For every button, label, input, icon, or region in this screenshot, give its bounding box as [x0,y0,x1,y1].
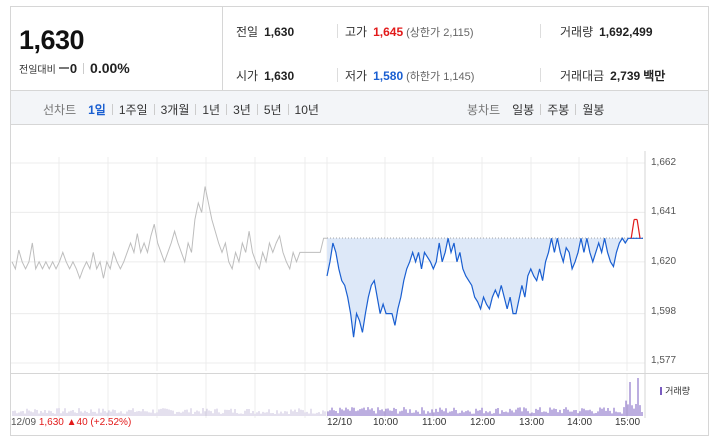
volume-legend: 거래량 [660,384,690,397]
turnover: 거래대금 2,739 백만 [560,69,666,83]
tab-1w[interactable]: 1주일 [118,103,148,117]
prev-day-date: 12/09 [11,417,37,428]
tab-1d[interactable]: 1일 [88,103,106,117]
y-tick-label: 1,662 [651,157,677,168]
divider [540,24,541,38]
price-summary: 1,630 전일대비 0 0.00% 전일 1,630 고가 1,645 (상한가 2… [11,7,708,91]
series-line-prev-day [11,186,327,280]
flat-icon [58,67,69,69]
price-chart-svg [11,151,646,375]
price-chart[interactable]: 1,662 1,641 1,620 1,598 1,577 [11,125,708,375]
tab-5y[interactable]: 5년 [263,103,282,117]
tab-weekly[interactable]: 주봉 [547,103,570,117]
prev-close: 전일 1,630 [236,25,295,39]
candle-chart-tabs: 봉차트 일봉 주봉 월봉 [467,101,604,118]
price-stats: 전일 1,630 고가 1,645 (상한가 2,115) 거래량 1,692,499 … [224,7,708,91]
divider [337,24,338,38]
change-value: 0 [69,60,78,76]
change-percent: 0.00% [90,60,130,76]
low-price: 저가 1,580 (하한가 1,145) [345,69,475,83]
x-tick-label: 14:00 [567,417,593,428]
divider [540,68,541,82]
tab-3m[interactable]: 3개월 [160,103,190,117]
x-tick-label: 12:00 [470,417,496,428]
x-tick-label: 13:00 [519,417,545,428]
volume-chart-svg [12,374,646,418]
prev-day-summary: 12/09 1,630 ▲40 (+2.52%) [11,417,131,428]
y-tick-label: 1,577 [651,355,677,366]
prev-day-change: ▲40 (+2.52%) [66,417,132,428]
volume: 거래량 1,692,499 [560,25,653,39]
change-label: 전일대비 [19,64,56,76]
change-row: 전일대비 0 0.00% [19,60,130,76]
stock-widget: 1,630 전일대비 0 0.00% 전일 1,630 고가 1,645 (상한가 2… [10,6,709,436]
series-line-today-up [630,219,635,239]
current-price: 1,630 [19,25,85,55]
prev-day-price: 1,630 [38,417,64,428]
high-price: 고가 1,645 (상한가 2,115) [345,25,474,39]
period-tabbar: 선차트 1일 1주일 3개월 1년 3년 5년 10년 봉차트 일봉 주봉 월봉 [11,91,708,125]
series-fill-today [327,238,643,338]
y-tick-label: 1,620 [651,256,677,267]
tab-10y[interactable]: 10년 [294,103,319,117]
tab-3y[interactable]: 3년 [233,103,251,117]
line-chart-tabs: 선차트 1일 1주일 3개월 1년 3년 5년 10년 [43,101,319,118]
volume-legend-swatch [660,386,663,395]
current-price-box: 1,630 전일대비 0 0.00% [11,7,223,91]
candle-chart-title: 봉차트 [467,103,501,117]
divider [337,68,338,82]
open-price: 시가 1,630 [236,69,295,83]
divider [83,62,85,74]
x-tick-label: 10:00 [373,417,399,428]
x-tick-label: 15:00 [615,417,641,428]
volume-chart: 거래량 [11,373,708,418]
x-tick-label: 11:00 [422,417,447,428]
line-chart-title: 선차트 [43,103,77,117]
y-tick-label: 1,641 [651,206,677,217]
y-tick-label: 1,598 [651,306,677,317]
tab-monthly[interactable]: 월봉 [582,103,605,117]
tab-daily[interactable]: 일봉 [512,103,535,117]
series-line-today-up [636,219,641,239]
tab-1y[interactable]: 1년 [202,103,221,117]
x-tick-label: 12/10 [327,417,353,428]
series-line-today [326,237,643,338]
